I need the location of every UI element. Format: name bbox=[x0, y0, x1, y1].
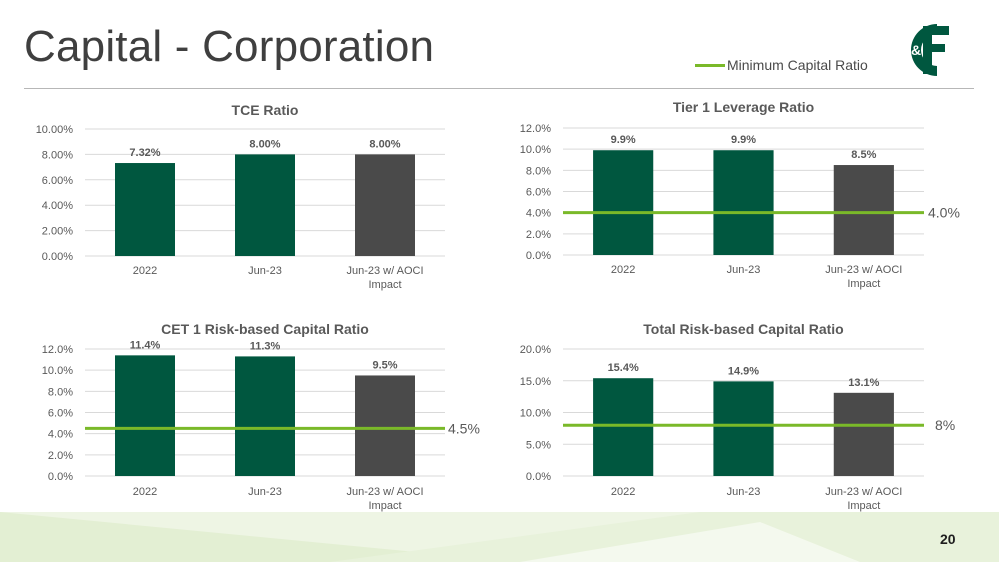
data-label: 11.4% bbox=[130, 339, 161, 351]
y-tick-label: 15.0% bbox=[520, 376, 551, 388]
category-label: 2022 bbox=[133, 265, 157, 277]
title-divider bbox=[24, 88, 974, 89]
bar bbox=[833, 165, 894, 255]
category-label: 2022 bbox=[133, 486, 157, 498]
logo-c-mark bbox=[911, 24, 937, 76]
data-label: 13.1% bbox=[848, 377, 879, 389]
minimum-ratio-label: 4.5% bbox=[448, 420, 480, 436]
y-tick-label: 0.0% bbox=[526, 250, 551, 262]
logo-ampersand: & bbox=[911, 42, 921, 58]
category-label: 2022 bbox=[611, 486, 635, 498]
y-tick-label: 12.0% bbox=[520, 123, 551, 135]
data-label: 7.32% bbox=[129, 147, 160, 159]
y-tick-label: 6.0% bbox=[526, 187, 551, 199]
bar bbox=[833, 392, 894, 476]
bar bbox=[235, 356, 295, 476]
data-label: 8.5% bbox=[851, 149, 876, 161]
data-label: 14.9% bbox=[728, 365, 759, 377]
y-tick-label: 12.0% bbox=[42, 344, 73, 356]
minimum-ratio-label: 4.0% bbox=[928, 205, 960, 221]
y-tick-label: 8.0% bbox=[48, 386, 73, 398]
y-tick-label: 2.0% bbox=[526, 229, 551, 241]
footer-band-wedge-mid bbox=[330, 512, 999, 562]
category-label: Jun-23 w/ AOCI Impact bbox=[346, 265, 423, 291]
y-tick-label: 6.0% bbox=[48, 408, 73, 420]
logo-f-mark bbox=[923, 26, 949, 74]
bar bbox=[235, 154, 295, 256]
y-tick-label: 0.0% bbox=[48, 471, 73, 483]
y-tick-label: 10.0% bbox=[520, 408, 551, 420]
y-tick-label: 8.0% bbox=[526, 165, 551, 177]
chart-title: Tier 1 Leverage Ratio bbox=[673, 99, 814, 115]
company-logo: & bbox=[911, 24, 949, 76]
category-label: Jun-23 bbox=[727, 264, 761, 276]
y-tick-label: 0.0% bbox=[526, 471, 551, 483]
y-tick-label: 20.0% bbox=[520, 344, 551, 356]
chart-title: CET 1 Risk-based Capital Ratio bbox=[161, 321, 369, 337]
category-label: Jun-23 w/ AOCI Impact bbox=[825, 486, 902, 512]
y-tick-label: 10.0% bbox=[42, 365, 73, 377]
bar bbox=[713, 381, 774, 476]
y-tick-label: 2.0% bbox=[48, 450, 73, 462]
bar bbox=[593, 150, 654, 255]
data-label: 9.9% bbox=[611, 134, 636, 146]
y-tick-label: 5.0% bbox=[526, 439, 551, 451]
chart-title: TCE Ratio bbox=[232, 102, 299, 118]
category-label: Jun-23 w/ AOCI Impact bbox=[825, 264, 902, 290]
minimum-ratio-label: 8% bbox=[935, 417, 955, 433]
data-label: 8.00% bbox=[369, 138, 400, 150]
y-tick-label: 4.0% bbox=[48, 429, 73, 441]
legend-label: Minimum Capital Ratio bbox=[727, 57, 868, 73]
y-tick-label: 4.00% bbox=[42, 200, 73, 212]
data-label: 11.3% bbox=[250, 340, 281, 352]
footer-band-wedge-light bbox=[520, 522, 860, 562]
data-label: 9.9% bbox=[731, 134, 756, 146]
data-label: 9.5% bbox=[372, 359, 397, 371]
y-tick-label: 8.00% bbox=[42, 149, 73, 161]
y-tick-label: 10.00% bbox=[36, 124, 74, 136]
category-label: 2022 bbox=[611, 264, 635, 276]
category-label: Jun-23 bbox=[248, 265, 282, 277]
bar bbox=[115, 163, 175, 256]
y-tick-label: 4.0% bbox=[526, 208, 551, 220]
category-label: Jun-23 bbox=[248, 486, 282, 498]
page-title: Capital - Corporation bbox=[24, 22, 435, 71]
bar bbox=[355, 154, 415, 256]
category-label: Jun-23 w/ AOCI Impact bbox=[346, 486, 423, 512]
data-label: 15.4% bbox=[608, 362, 639, 374]
legend: Minimum Capital Ratio bbox=[695, 57, 868, 73]
category-label: Jun-23 bbox=[727, 486, 761, 498]
y-tick-label: 6.00% bbox=[42, 175, 73, 187]
bar bbox=[593, 378, 654, 476]
bar bbox=[115, 355, 175, 476]
bar bbox=[355, 375, 415, 476]
y-tick-label: 10.0% bbox=[520, 144, 551, 156]
y-tick-label: 2.00% bbox=[42, 226, 73, 238]
page-number: 20 bbox=[940, 531, 956, 547]
bar bbox=[713, 150, 774, 255]
decorative-footer-band bbox=[0, 512, 999, 562]
chart-title: Total Risk-based Capital Ratio bbox=[643, 321, 843, 337]
footer-band-wedge-left bbox=[0, 512, 520, 562]
data-label: 8.00% bbox=[249, 138, 280, 150]
y-tick-label: 0.00% bbox=[42, 251, 73, 263]
legend-line-swatch bbox=[695, 63, 725, 67]
